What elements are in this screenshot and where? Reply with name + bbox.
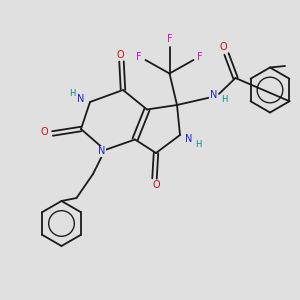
- Text: H: H: [221, 95, 227, 104]
- Text: H: H: [195, 140, 202, 149]
- Text: N: N: [185, 134, 192, 144]
- Text: O: O: [116, 50, 124, 60]
- Text: O: O: [219, 42, 227, 52]
- Text: O: O: [40, 127, 48, 137]
- Text: F: F: [197, 52, 203, 62]
- Text: H: H: [69, 88, 75, 98]
- Text: O: O: [152, 180, 160, 190]
- Text: N: N: [98, 146, 105, 157]
- Text: F: F: [167, 34, 172, 44]
- Text: F: F: [136, 52, 142, 62]
- Text: N: N: [77, 94, 85, 104]
- Text: N: N: [210, 89, 217, 100]
